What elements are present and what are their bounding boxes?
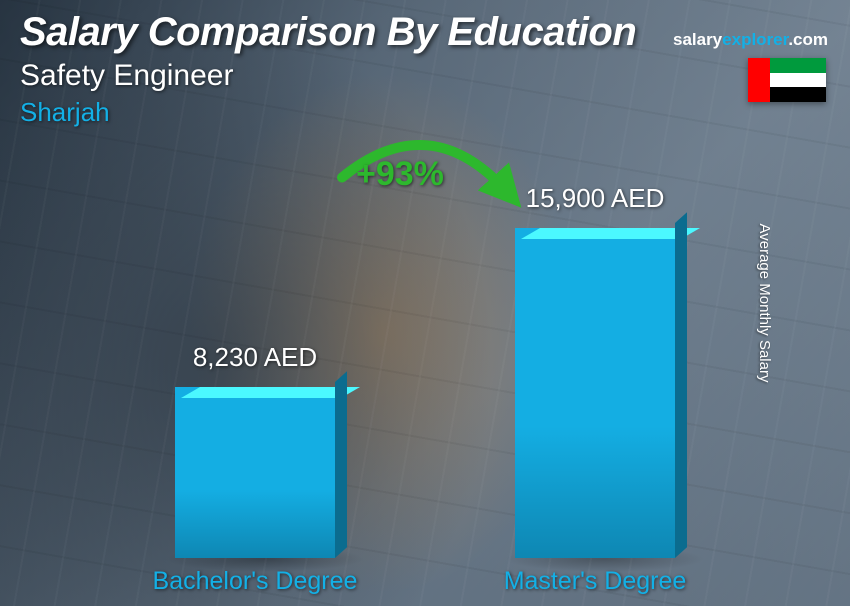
increase-percent-label: +93% [356,155,444,194]
brand-part2: explorer [722,30,788,49]
flag-stripe-white [770,73,826,88]
bar-side-face [675,212,687,558]
bar-bachelors: 8,230 AED [175,342,335,558]
bar-top-face [181,387,360,398]
flag-stripe-red [748,58,770,102]
flag-stripe-black [770,87,826,102]
bar-label-bachelors: Bachelor's Degree [125,567,385,596]
uae-flag-icon [748,58,826,102]
bar-front-face [515,228,675,558]
bar-value-bachelors: 8,230 AED [155,342,355,373]
salary-bar-chart: 8,230 AED Bachelor's Degree 15,900 AED Mast… [0,166,850,606]
brand-part1: salary [673,30,722,49]
bar-masters: 15,900 AED [515,183,675,558]
bar-3d-masters [515,228,675,558]
flag-stripe-green [770,58,826,73]
brand-suffix: .com [788,30,828,49]
bar-side-face [335,371,347,558]
brand-logo: salaryexplorer.com [673,30,828,50]
job-subtitle: Safety Engineer [20,59,830,93]
location-label: Sharjah [20,97,830,128]
bar-top-face [521,228,700,239]
bar-3d-bachelors [175,387,335,558]
header: Salary Comparison By Education Safety En… [20,10,830,128]
bar-front-face [175,387,335,558]
bar-label-masters: Master's Degree [465,567,725,596]
